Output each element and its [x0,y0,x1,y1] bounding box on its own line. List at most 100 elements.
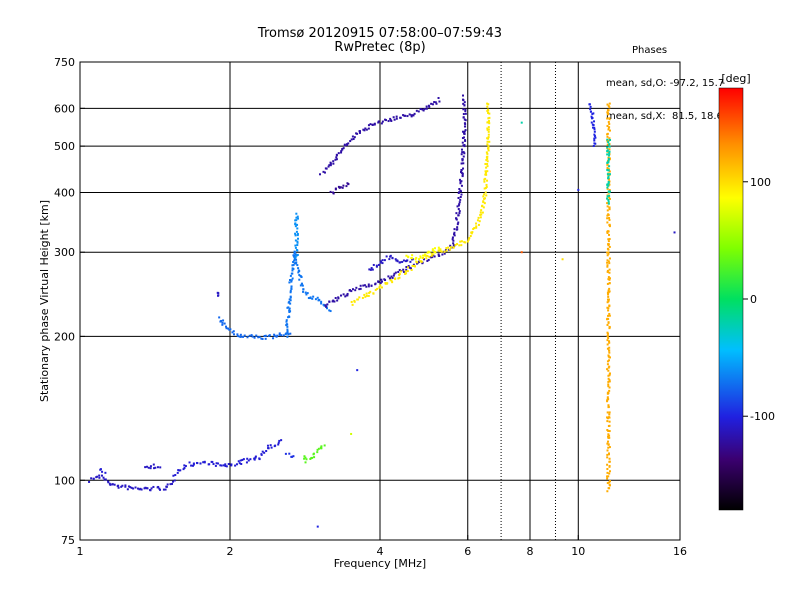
data-point [606,217,609,220]
data-point [451,236,454,239]
y-tick-label: 300 [54,246,75,259]
data-point [294,219,297,222]
data-point [428,255,431,258]
data-point [606,482,609,485]
data-point [140,488,143,491]
data-point [608,106,611,109]
chart-subtitle: RwPretec (8p) [334,40,426,55]
data-point [371,268,374,271]
data-point [285,319,288,322]
data-point [589,110,592,113]
data-point [332,162,335,165]
data-point [405,272,408,275]
data-point [485,158,488,161]
data-point [367,124,370,127]
data-point [362,128,365,131]
data-point [606,420,609,423]
data-point [609,484,612,487]
series-19 [673,231,676,234]
data-point [475,222,478,225]
data-point [295,254,298,257]
data-point [607,416,610,419]
data-point [488,116,491,119]
data-point [159,488,162,491]
data-point [606,153,609,156]
data-point [415,109,418,112]
data-point [606,391,609,394]
data-point [418,258,421,261]
data-point [419,108,422,111]
data-point [375,265,378,268]
data-point [404,270,407,273]
data-point [606,149,609,152]
data-point [249,458,252,461]
data-point [607,213,610,216]
data-point [369,123,372,126]
data-point [353,300,356,303]
data-point [120,485,123,488]
data-point [425,107,428,110]
data-point [136,487,139,490]
y-axis: 75 100 200 300 400 500 600 750 [54,56,85,547]
data-point [346,292,349,295]
data-point [607,406,610,409]
data-point [577,188,580,191]
data-point [607,443,610,446]
data-point [219,464,222,467]
data-point [293,254,296,257]
data-point [606,477,609,480]
data-point [294,253,297,256]
data-point [383,278,386,281]
data-point [609,138,612,141]
data-point [320,445,323,448]
data-point [300,276,303,279]
data-point [606,396,609,399]
data-point [459,195,462,198]
data-point [458,191,461,194]
data-point [606,264,609,267]
data-point [367,294,370,297]
data-point [607,321,610,324]
data-point [451,238,454,241]
data-point [397,270,400,273]
series-7 [284,250,332,338]
data-point [261,337,264,340]
data-point [463,132,466,135]
data-point [117,486,120,489]
data-point [218,316,221,319]
data-point [355,286,358,289]
data-point [606,331,609,334]
data-point [222,319,225,322]
data-point [220,464,223,467]
data-point [280,439,283,442]
series-17 [588,103,597,147]
data-point [607,291,610,294]
data-point [111,483,114,486]
data-point [487,144,490,147]
data-point [421,108,424,111]
data-point [606,183,609,186]
data-point [606,334,609,337]
data-point [295,230,298,233]
data-point [367,285,370,288]
x-tick-label: 10 [571,545,585,558]
data-point [274,444,277,447]
data-point [486,140,489,143]
colorbar-tick-label: 0 [750,293,757,306]
data-point [482,206,485,209]
data-point [608,237,611,240]
data-point [607,126,610,129]
data-point [488,112,491,115]
data-point [486,105,489,108]
data-point [371,123,374,126]
data-point [254,456,257,459]
data-point [195,461,198,464]
data-point [231,331,234,334]
data-point [293,258,296,261]
data-point [606,197,609,200]
data-point [607,309,610,312]
data-point [463,104,466,107]
data-point [329,162,332,165]
data-point [422,109,425,112]
